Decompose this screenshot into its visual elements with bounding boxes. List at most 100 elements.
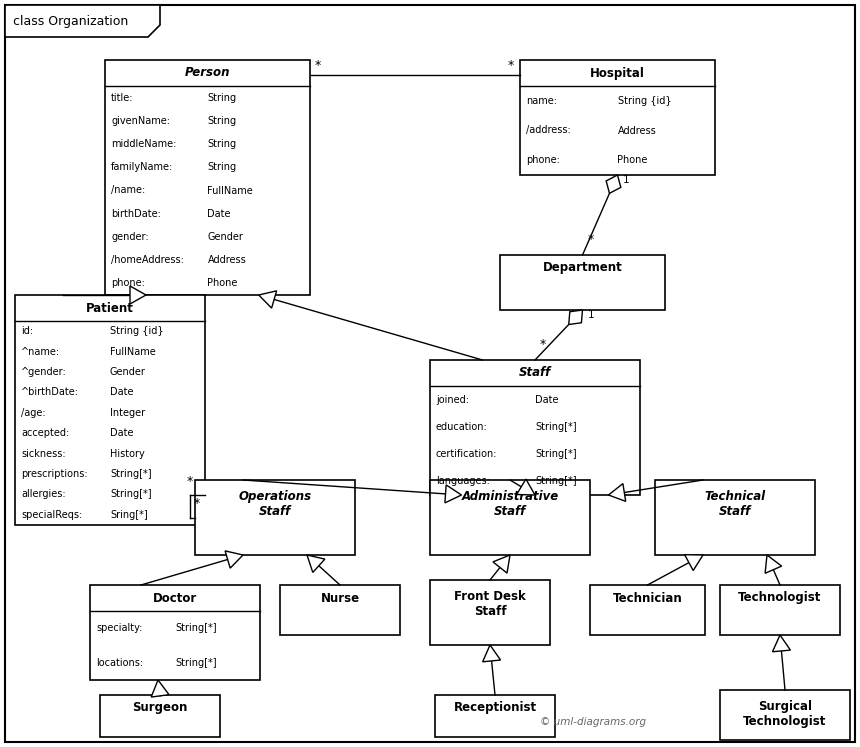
Text: specialty:: specialty: <box>96 623 143 633</box>
Polygon shape <box>482 645 501 662</box>
Text: FullName: FullName <box>110 347 156 356</box>
Polygon shape <box>259 291 277 308</box>
Polygon shape <box>445 485 462 503</box>
Bar <box>430 580 550 645</box>
Text: Date: Date <box>207 208 231 219</box>
Text: Address: Address <box>207 255 246 265</box>
Bar <box>280 585 400 635</box>
Text: String[*]: String[*] <box>110 489 151 500</box>
Text: 1: 1 <box>587 310 594 320</box>
Text: class Organization: class Organization <box>13 14 128 28</box>
Text: Address: Address <box>617 125 656 135</box>
Text: String[*]: String[*] <box>535 449 576 459</box>
Text: *: * <box>187 475 194 488</box>
Bar <box>430 480 590 555</box>
Bar <box>90 585 260 680</box>
Text: *: * <box>315 59 322 72</box>
Text: Gender: Gender <box>207 232 243 242</box>
Text: String[*]: String[*] <box>175 623 217 633</box>
Text: Hospital: Hospital <box>590 66 645 79</box>
Text: Surgeon: Surgeon <box>132 701 187 714</box>
Text: name:: name: <box>526 96 557 106</box>
Text: String: String <box>207 139 237 149</box>
Text: Patient: Patient <box>86 302 134 314</box>
Text: *: * <box>194 498 200 510</box>
Polygon shape <box>307 555 325 572</box>
Text: /address:: /address: <box>526 125 571 135</box>
Text: prescriptions:: prescriptions: <box>21 469 88 479</box>
Polygon shape <box>493 555 510 573</box>
Bar <box>655 480 815 555</box>
Bar <box>15 295 205 525</box>
Polygon shape <box>772 635 790 651</box>
Polygon shape <box>5 5 160 37</box>
Text: String[*]: String[*] <box>110 469 151 479</box>
Text: Date: Date <box>110 388 133 397</box>
Text: givenName:: givenName: <box>111 116 170 125</box>
Bar <box>500 255 665 310</box>
Text: String: String <box>207 116 237 125</box>
Text: languages:: languages: <box>436 477 490 486</box>
Bar <box>720 585 840 635</box>
Text: String: String <box>207 93 237 102</box>
Text: Operations
Staff: Operations Staff <box>238 490 311 518</box>
Text: String[*]: String[*] <box>175 658 217 668</box>
Text: locations:: locations: <box>96 658 143 668</box>
Text: familyName:: familyName: <box>111 162 173 173</box>
Text: id:: id: <box>21 326 34 336</box>
Polygon shape <box>606 175 621 193</box>
Text: /age:: /age: <box>21 408 46 418</box>
Text: String[*]: String[*] <box>535 477 576 486</box>
Text: String: String <box>207 162 237 173</box>
Text: gender:: gender: <box>111 232 149 242</box>
Text: accepted:: accepted: <box>21 428 70 438</box>
Bar <box>720 690 850 740</box>
Text: Date: Date <box>535 394 558 405</box>
Text: /name:: /name: <box>111 185 145 196</box>
Text: education:: education: <box>436 422 488 432</box>
Text: Gender: Gender <box>110 367 146 377</box>
Text: certification:: certification: <box>436 449 497 459</box>
Text: Surgical
Technologist: Surgical Technologist <box>743 700 826 728</box>
Text: allergies:: allergies: <box>21 489 65 500</box>
Text: Staff: Staff <box>519 367 551 379</box>
Text: String {id}: String {id} <box>110 326 163 336</box>
Text: Integer: Integer <box>110 408 145 418</box>
Text: © uml-diagrams.org: © uml-diagrams.org <box>540 717 646 727</box>
Bar <box>520 60 715 175</box>
Polygon shape <box>609 483 626 501</box>
Text: Sring[*]: Sring[*] <box>110 509 148 520</box>
Text: Technical
Staff: Technical Staff <box>704 490 765 518</box>
Text: Technologist: Technologist <box>739 592 821 604</box>
Text: String[*]: String[*] <box>535 422 576 432</box>
Bar <box>100 695 220 737</box>
Polygon shape <box>130 286 146 304</box>
Text: History: History <box>110 449 144 459</box>
Text: Nurse: Nurse <box>321 592 359 604</box>
Polygon shape <box>151 680 169 697</box>
Text: title:: title: <box>111 93 133 102</box>
Text: Doctor: Doctor <box>153 592 197 604</box>
Text: Administrative
Staff: Administrative Staff <box>461 490 559 518</box>
Text: Phone: Phone <box>207 279 238 288</box>
Text: Phone: Phone <box>617 155 648 165</box>
Text: phone:: phone: <box>526 155 560 165</box>
Bar <box>105 60 310 295</box>
Text: Department: Department <box>543 261 623 274</box>
Text: /homeAddress:: /homeAddress: <box>111 255 184 265</box>
Text: Person: Person <box>185 66 230 79</box>
Polygon shape <box>517 479 535 495</box>
Text: sickness:: sickness: <box>21 449 65 459</box>
Text: 1: 1 <box>623 175 630 185</box>
Bar <box>435 695 555 737</box>
Text: *: * <box>587 233 593 246</box>
Text: Front Desk
Staff: Front Desk Staff <box>454 590 525 618</box>
Bar <box>195 480 355 555</box>
Text: *: * <box>540 338 546 351</box>
Text: ^gender:: ^gender: <box>21 367 67 377</box>
Text: ^birthDate:: ^birthDate: <box>21 388 79 397</box>
Text: Receptionist: Receptionist <box>453 701 537 714</box>
Text: joined:: joined: <box>436 394 469 405</box>
Text: String {id}: String {id} <box>617 96 671 106</box>
Text: *: * <box>508 59 514 72</box>
